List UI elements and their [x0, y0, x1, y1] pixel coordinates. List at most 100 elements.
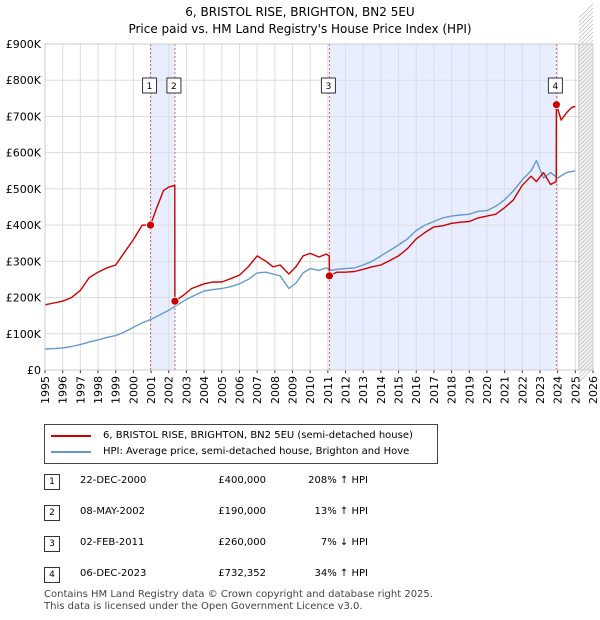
- x-tick-label: 2011: [322, 376, 335, 404]
- x-tick-label: 2016: [410, 376, 423, 404]
- hatch-line: [578, 231, 594, 247]
- sale-date: 02-FEB-2011: [80, 537, 145, 548]
- y-tick-label: £700K: [6, 110, 42, 123]
- hatch-line: [578, 227, 594, 243]
- y-tick-label: £0: [27, 364, 41, 377]
- hatch-line: [578, 171, 594, 187]
- x-tick-label: 2021: [499, 376, 512, 404]
- x-tick-label: 2014: [375, 376, 388, 404]
- hatch-line: [578, 95, 594, 111]
- hatch-line: [578, 15, 594, 31]
- x-tick-label: 2001: [145, 376, 158, 404]
- sale-price: £260,000: [218, 537, 266, 548]
- y-tick-label: £500K: [6, 183, 42, 196]
- hatch-line: [578, 251, 594, 267]
- hatch-line: [578, 91, 594, 107]
- hatch-line: [578, 119, 594, 135]
- hatch-line: [578, 339, 594, 355]
- hatch-line: [578, 155, 594, 171]
- hatch-line: [578, 75, 594, 91]
- x-tick-label: 2019: [463, 376, 476, 404]
- hatch-line: [578, 303, 594, 319]
- sale-label-box: [142, 77, 158, 94]
- hatch-line: [578, 235, 594, 251]
- sale-label-number: 1: [147, 82, 153, 92]
- hatch-line: [578, 335, 594, 351]
- sale-price: £400,000: [218, 475, 266, 486]
- hatch-line: [578, 131, 594, 147]
- hatch-line: [578, 263, 594, 279]
- hatch-line: [578, 163, 594, 179]
- x-tick-label: 2023: [534, 376, 547, 404]
- x-tick-label: 2004: [198, 376, 211, 404]
- legend-label-hpi: HPI: Average price, semi-detached house,…: [103, 446, 410, 457]
- y-tick-label: £600K: [6, 147, 42, 160]
- hatch-line: [578, 239, 594, 255]
- hatch-line: [578, 315, 594, 331]
- hatch-line: [578, 99, 594, 115]
- hatch-line: [578, 63, 594, 79]
- x-tick-label: 2009: [286, 376, 299, 404]
- footer: Contains HM Land Registry data © Crown c…: [44, 589, 433, 613]
- sale-label-box: [320, 77, 336, 94]
- legend-label-property: 6, BRISTOL RISE, BRIGHTON, BN2 5EU (semi…: [103, 430, 413, 441]
- sale-row: 3 02-FEB-2011 £260,000 7% ↓ HPI: [44, 534, 444, 554]
- hatch-line: [578, 347, 594, 363]
- future-hatch: [578, 3, 594, 383]
- hatch-line: [578, 23, 594, 39]
- sale-point: [325, 271, 334, 281]
- sale-number: 3: [44, 536, 60, 552]
- hatch-line: [578, 143, 594, 159]
- hatch-line: [578, 343, 594, 359]
- x-tick-label: 2018: [446, 376, 459, 404]
- chart-title: 6, BRISTOL RISE, BRIGHTON, BN2 5EU: [185, 5, 415, 19]
- hpi-line: [44, 159, 576, 350]
- x-tick-label: 2002: [163, 376, 176, 404]
- sale-price: £732,352: [218, 568, 266, 579]
- hatch-line: [578, 323, 594, 339]
- sale-hpi-change: 34% ↑ HPI: [314, 568, 368, 579]
- x-tick-label: 2022: [516, 376, 529, 404]
- hatch-line: [578, 243, 594, 259]
- sale-label-box: [547, 77, 563, 94]
- hatch-line: [578, 175, 594, 191]
- hatch-line: [578, 183, 594, 199]
- plot-frame: [44, 43, 594, 371]
- sale-date: 22-DEC-2000: [80, 475, 147, 486]
- hatch-line: [578, 215, 594, 231]
- sale-points: 1 2 3 4: [142, 77, 563, 306]
- x-tick-label: 2003: [180, 376, 193, 404]
- hatch-line: [578, 147, 594, 163]
- sale-hpi-change: 7% ↓ HPI: [320, 537, 368, 548]
- hatch-line: [578, 139, 594, 155]
- sale-point: [552, 100, 561, 110]
- shaded-period: [150, 44, 175, 370]
- hatch-line: [578, 67, 594, 83]
- x-tick-label: 1997: [74, 376, 87, 404]
- y-tick-label: £100K: [6, 328, 42, 341]
- hatch-line: [578, 59, 594, 75]
- sale-label-box: [166, 77, 182, 94]
- hatch-line: [578, 79, 594, 95]
- hatch-line: [578, 319, 594, 335]
- y-tick-label: £200K: [6, 292, 42, 305]
- hatch-line: [578, 127, 594, 143]
- y-tick-label: £800K: [6, 74, 42, 87]
- hatch-line: [578, 299, 594, 315]
- sale-row: 2 08-MAY-2002 £190,000 13% ↑ HPI: [44, 503, 444, 523]
- y-tick-label: £900K: [6, 38, 42, 51]
- hatch-line: [578, 35, 594, 51]
- x-tick-label: 2017: [428, 376, 441, 404]
- x-tick-label: 2005: [216, 376, 229, 404]
- x-tick-label: 2000: [127, 376, 140, 404]
- hatch-line: [578, 275, 594, 291]
- hatch-line: [578, 135, 594, 151]
- hatch-line: [578, 199, 594, 215]
- x-tick-label: 2006: [233, 376, 246, 404]
- hatch-line: [578, 279, 594, 295]
- hatch-line: [578, 219, 594, 235]
- x-tick-label: 1996: [57, 376, 70, 404]
- hatch-line: [578, 295, 594, 311]
- hatch-line: [578, 291, 594, 307]
- hatch-line: [578, 7, 594, 23]
